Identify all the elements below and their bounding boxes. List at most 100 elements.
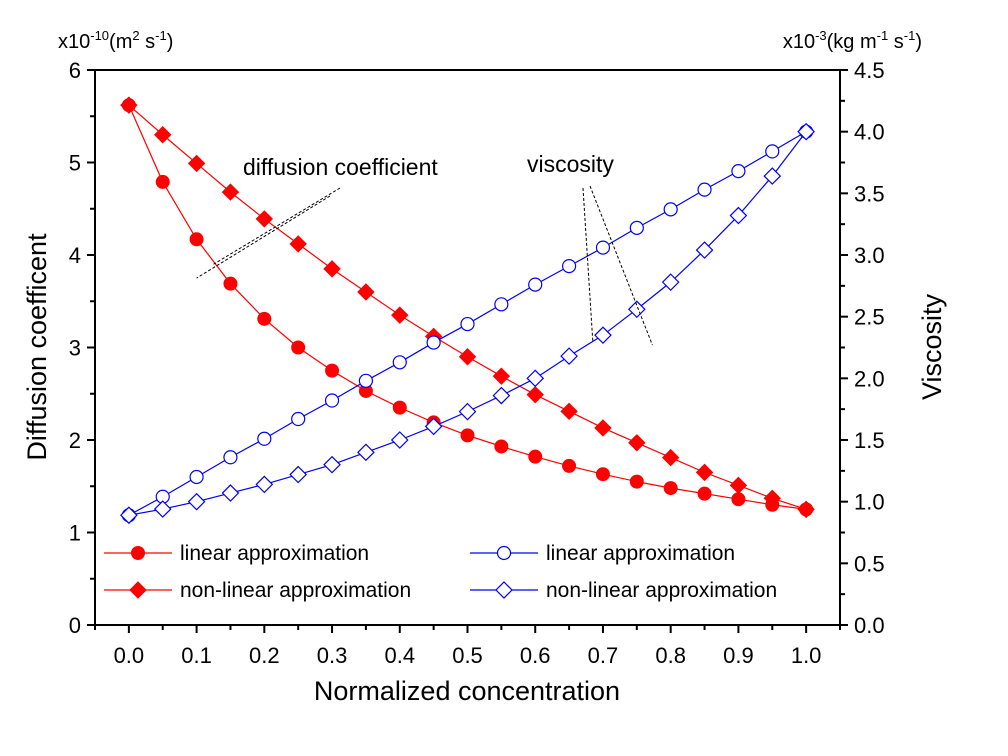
legend-label: non-linear approximation bbox=[546, 579, 777, 602]
y-right-tick-label: 1.0 bbox=[854, 490, 885, 515]
data-point bbox=[695, 463, 714, 482]
data-point bbox=[460, 316, 475, 332]
data-point bbox=[628, 434, 646, 452]
data-point bbox=[291, 411, 306, 427]
annotation-leader bbox=[196, 195, 331, 279]
data-point bbox=[458, 402, 477, 421]
data-point bbox=[255, 475, 274, 494]
series-layer bbox=[120, 96, 815, 525]
data-point bbox=[627, 300, 646, 319]
data-point bbox=[323, 455, 341, 474]
data-point bbox=[492, 367, 511, 385]
data-point bbox=[324, 393, 340, 408]
data-point bbox=[392, 400, 407, 415]
legend: linear approximation non-linear approxima… bbox=[104, 542, 777, 602]
x-tick-label: 0.6 bbox=[520, 643, 551, 668]
data-point bbox=[663, 481, 678, 496]
data-point bbox=[763, 167, 782, 185]
legend-entry: linear approximation bbox=[470, 542, 735, 565]
data-point bbox=[494, 439, 509, 454]
data-point bbox=[763, 489, 781, 507]
y-right-tick-label: 4.5 bbox=[854, 58, 885, 83]
y-axis-title-left: Diffusion coefficent bbox=[22, 233, 52, 461]
data-point bbox=[120, 506, 138, 525]
data-point bbox=[424, 417, 443, 436]
y-left-tick-label: 1 bbox=[69, 521, 81, 546]
y-right-tick-label: 3.0 bbox=[854, 243, 885, 268]
data-point bbox=[729, 476, 748, 495]
data-point bbox=[594, 419, 612, 437]
annotation-layer bbox=[196, 185, 653, 346]
data-point bbox=[765, 144, 780, 159]
x-tick-label: 0.3 bbox=[317, 643, 348, 668]
data-point bbox=[494, 297, 509, 312]
legend-marker bbox=[131, 546, 145, 560]
data-point bbox=[358, 373, 374, 388]
data-point bbox=[661, 273, 680, 291]
series-3 bbox=[120, 122, 815, 525]
y-unit-left: x10-10(m2 s-1) bbox=[58, 28, 173, 53]
data-point bbox=[663, 202, 678, 217]
data-point bbox=[458, 348, 477, 366]
x-tick-label: 0.4 bbox=[384, 643, 415, 668]
x-tick-label: 0.0 bbox=[114, 643, 145, 668]
data-point bbox=[797, 122, 815, 141]
y-right-tick-label: 2.5 bbox=[854, 305, 885, 330]
data-point bbox=[526, 369, 545, 388]
annotation-leader bbox=[589, 185, 653, 346]
x-tick-label: 0.2 bbox=[249, 643, 280, 668]
annotation-viscosity: viscosity bbox=[527, 151, 614, 177]
data-point bbox=[289, 465, 308, 484]
data-point bbox=[729, 206, 748, 225]
data-point bbox=[595, 467, 610, 482]
data-point bbox=[528, 449, 543, 464]
series-2 bbox=[121, 124, 814, 523]
data-point bbox=[189, 469, 204, 485]
data-point bbox=[426, 335, 441, 350]
data-point bbox=[560, 402, 578, 421]
data-point bbox=[797, 500, 815, 519]
data-point bbox=[289, 235, 307, 253]
data-point bbox=[257, 311, 272, 326]
data-point bbox=[661, 448, 680, 467]
data-point bbox=[257, 431, 272, 446]
y-left-tick-label: 5 bbox=[69, 151, 81, 176]
y-right-tick-label: 2.0 bbox=[854, 366, 885, 391]
data-point bbox=[357, 443, 375, 462]
data-point bbox=[223, 276, 238, 291]
data-point bbox=[392, 355, 407, 370]
y-right-tick-label: 0.5 bbox=[854, 551, 885, 576]
data-point bbox=[460, 428, 475, 443]
y-left-tick-label: 4 bbox=[69, 243, 81, 268]
legend-label: linear approximation bbox=[546, 542, 735, 565]
data-point bbox=[391, 306, 409, 324]
x-tick-label: 1.0 bbox=[791, 643, 822, 668]
x-tick-label: 0.9 bbox=[723, 643, 754, 668]
data-point bbox=[629, 220, 644, 235]
y-left-tick-label: 3 bbox=[69, 336, 81, 361]
data-point bbox=[187, 492, 206, 511]
data-point bbox=[526, 385, 544, 404]
y-unit-right: x10-3(kg m-1 s-1) bbox=[783, 28, 922, 53]
data-point bbox=[255, 210, 274, 228]
annotation-leader bbox=[213, 187, 341, 265]
legend-entry: linear approximation bbox=[104, 542, 369, 565]
y-right-tick-label: 0.0 bbox=[854, 613, 885, 638]
data-point bbox=[697, 486, 712, 501]
data-point bbox=[357, 283, 375, 301]
x-tick-label: 0.5 bbox=[452, 643, 483, 668]
data-point bbox=[492, 386, 511, 405]
data-point bbox=[595, 240, 611, 255]
data-point bbox=[731, 164, 746, 179]
data-point bbox=[153, 500, 172, 518]
data-point bbox=[223, 450, 238, 465]
data-point bbox=[629, 474, 644, 489]
axis-ticks: 0.0 0.1 0.2 0.3 0.4 0.5 0.6 0.7 0.8 0.9 1.0 0 1 2 3 4 5 6… bbox=[69, 58, 885, 668]
data-point bbox=[221, 484, 240, 502]
legend-entry: non-linear approximation bbox=[104, 579, 411, 602]
data-point bbox=[695, 241, 714, 259]
data-point bbox=[697, 182, 712, 197]
data-point bbox=[528, 277, 543, 292]
x-axis-title: Normalized concentration bbox=[314, 676, 620, 706]
y-left-tick-label: 6 bbox=[69, 58, 81, 83]
